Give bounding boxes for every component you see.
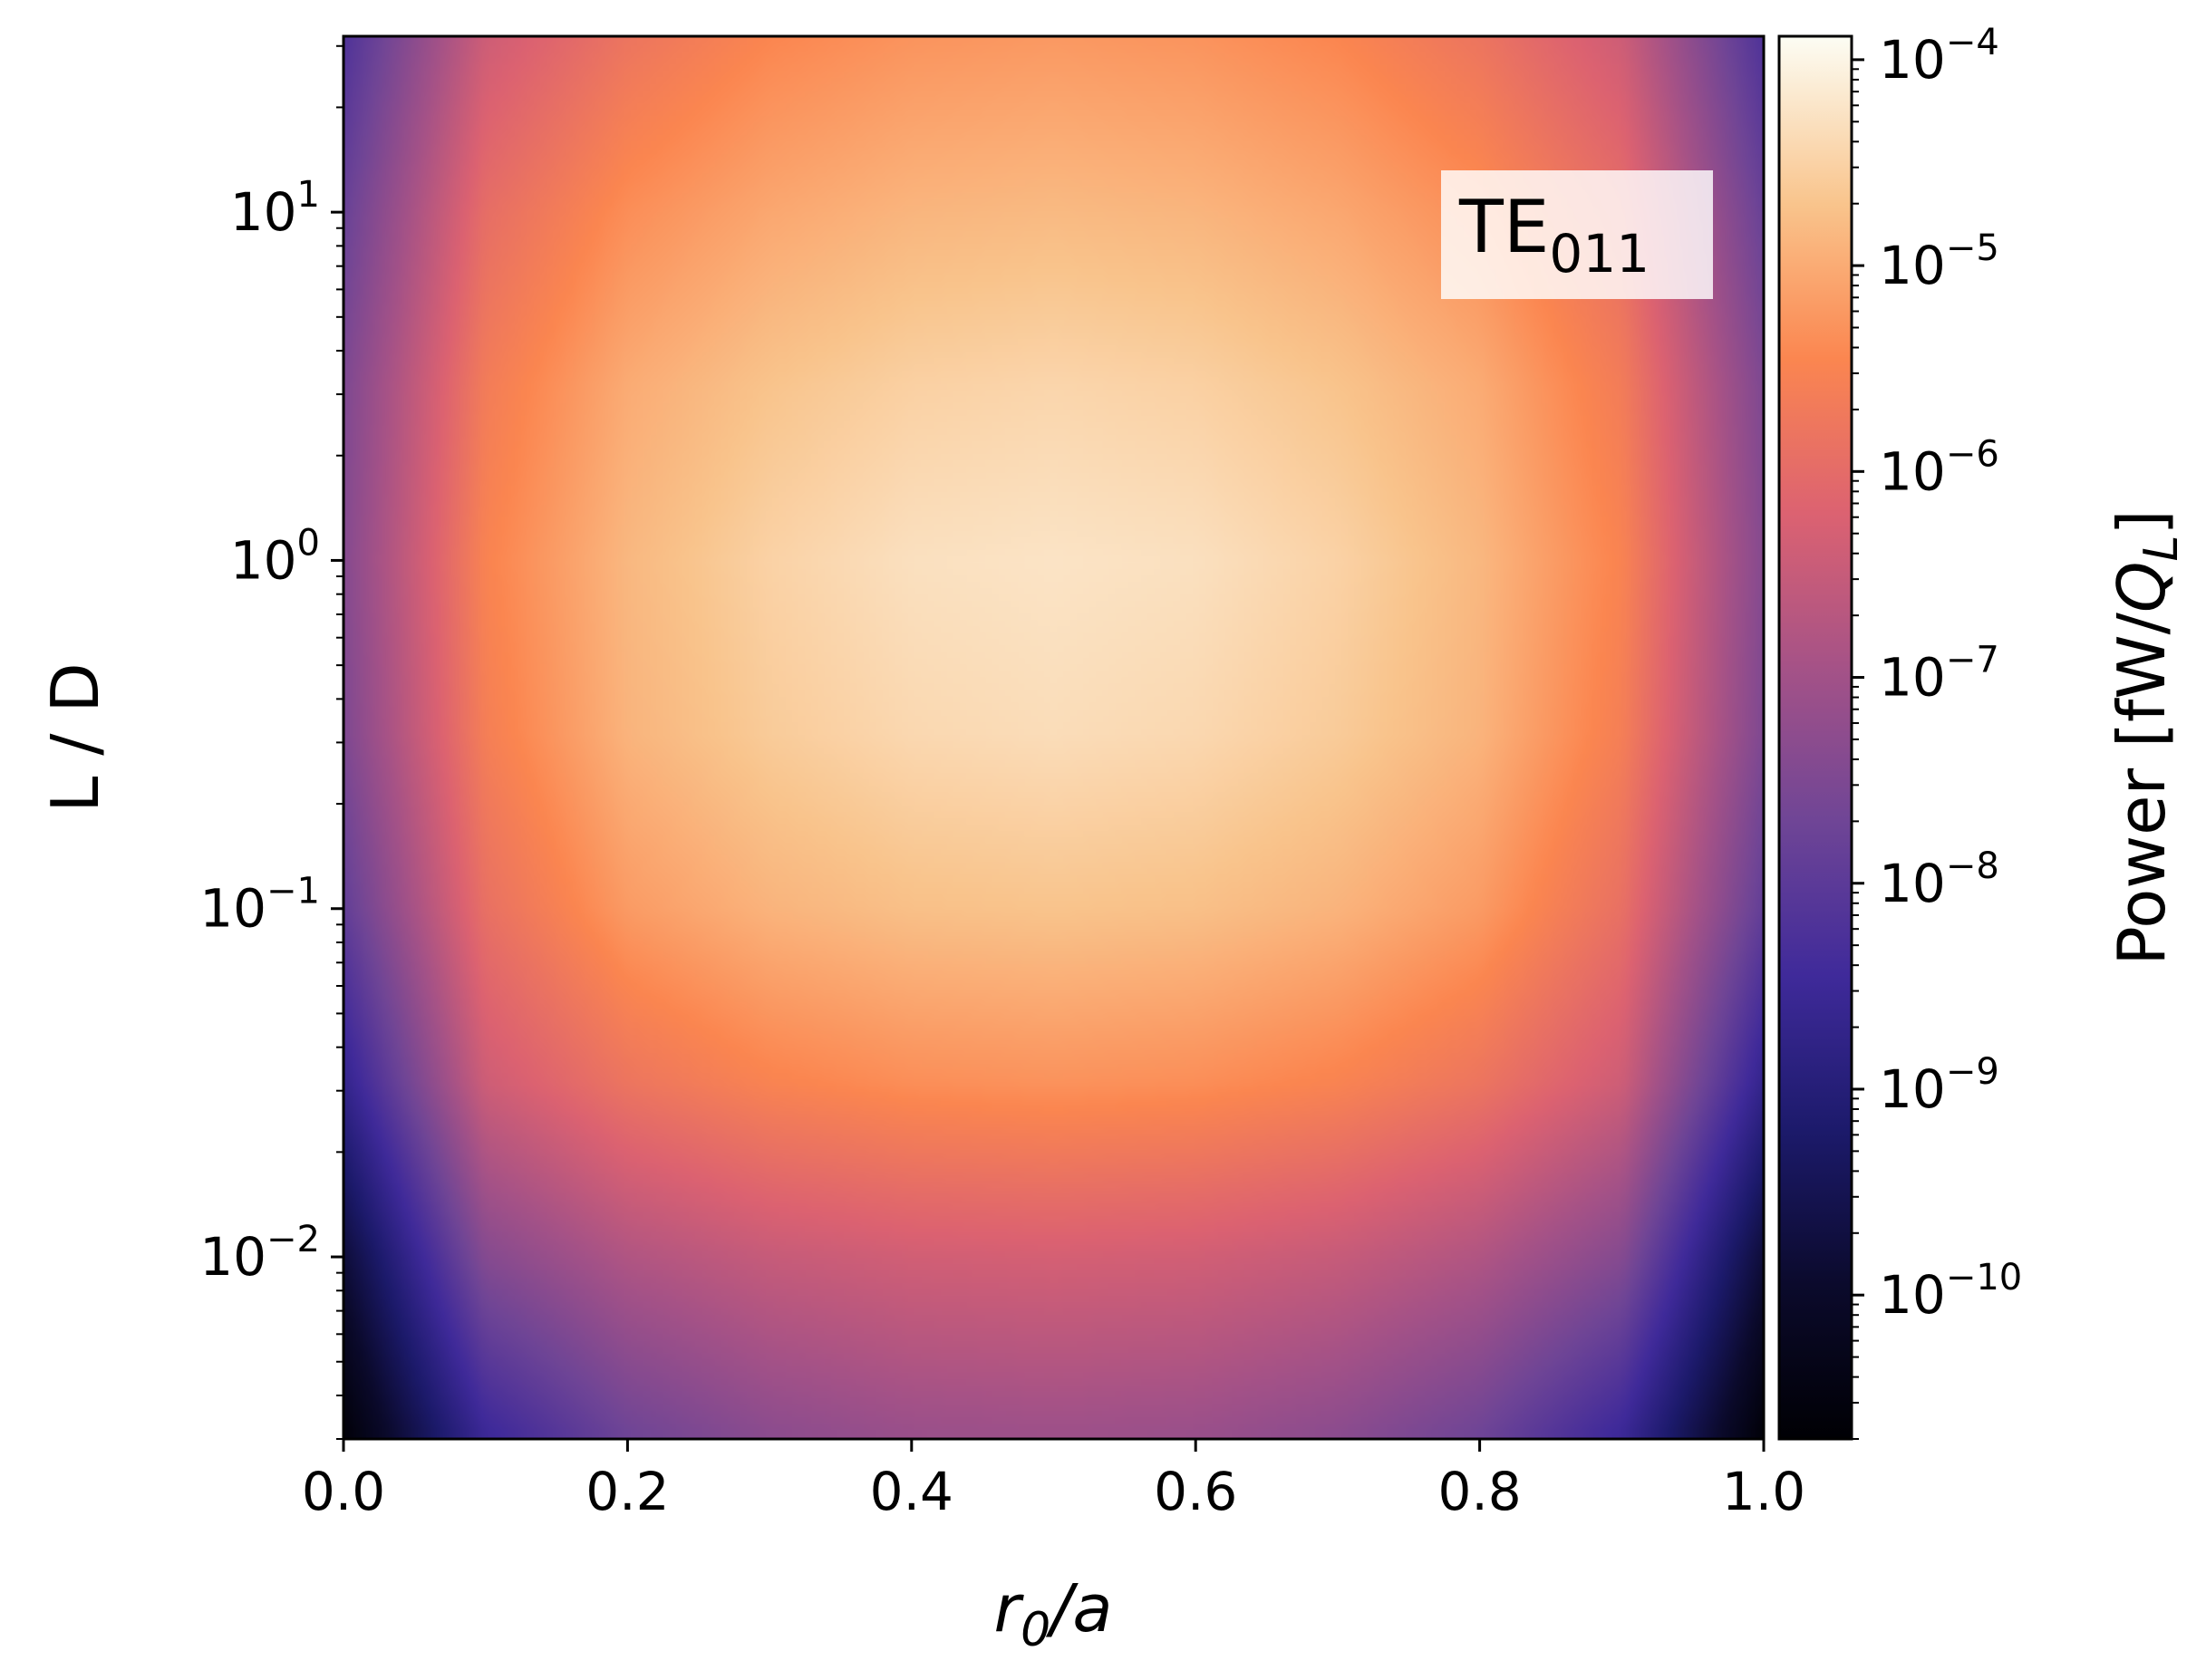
x-tick-label: 0.6 [1154,1461,1237,1522]
cb-tick-label: 10−6 [1879,433,1999,502]
y-tick-label: 10−2 [199,1219,320,1288]
x-label-tail: /a [1045,1570,1112,1646]
cb-tick-label: 10−10 [1879,1257,2022,1326]
annotation-text: TE011 [1458,185,1650,285]
colorbar-axis: 10−10 10−9 10−8 10−7 10−6 10−5 10−4 [1852,22,2022,1440]
y-tick-label: 101 [230,174,320,243]
plot-frame [342,34,1766,1441]
colorbar-title: Power [fW/QL] [2104,509,2189,965]
annotation-base: TE [1458,185,1549,269]
x-axis: 0.0 0.2 0.4 0.6 0.8 1.0 [302,1439,1805,1522]
cb-label-tail: ] [2104,509,2180,535]
cb-label-main: Power [fW/ [2104,612,2180,965]
x-tick-label: 0.2 [585,1461,669,1522]
cb-label-sub: L [2134,535,2189,561]
x-tick-label: 0.4 [870,1461,953,1522]
cb-tick-label: 10−8 [1879,845,1999,914]
x-tick-label: 0.0 [302,1461,385,1522]
mode-annotation: TE011 [1441,170,1713,299]
colorbar-gradient [1779,36,1852,1439]
y-tick-label: 10−1 [199,871,320,940]
cb-tick-label: 10−4 [1879,22,1999,91]
x-axis-title: r0/a [993,1570,1112,1657]
x-tick-label: 0.8 [1437,1461,1521,1522]
annotation-box [1441,170,1713,299]
colorbar-frame [1777,34,1853,1441]
cb-label-q: Q [2104,561,2180,613]
x-label-main: r [993,1570,1024,1646]
cb-tick-label: 10−9 [1879,1051,1999,1120]
cb-tick-label: 10−7 [1879,640,1999,709]
annotation-subscript: 011 [1549,223,1650,285]
y-axis: 10−2 10−1 100 101 [199,44,343,1440]
cb-tick-label: 10−5 [1879,227,1999,296]
x-label-sub: 0 [1021,1603,1050,1657]
x-tick-label: 1.0 [1722,1461,1805,1522]
y-axis-title: L / D [37,662,113,813]
y-tick-label: 100 [230,522,320,591]
colorbar: 10−10 10−9 10−8 10−7 10−6 10−5 10−4 Power [fW/… [1777,22,2189,1441]
